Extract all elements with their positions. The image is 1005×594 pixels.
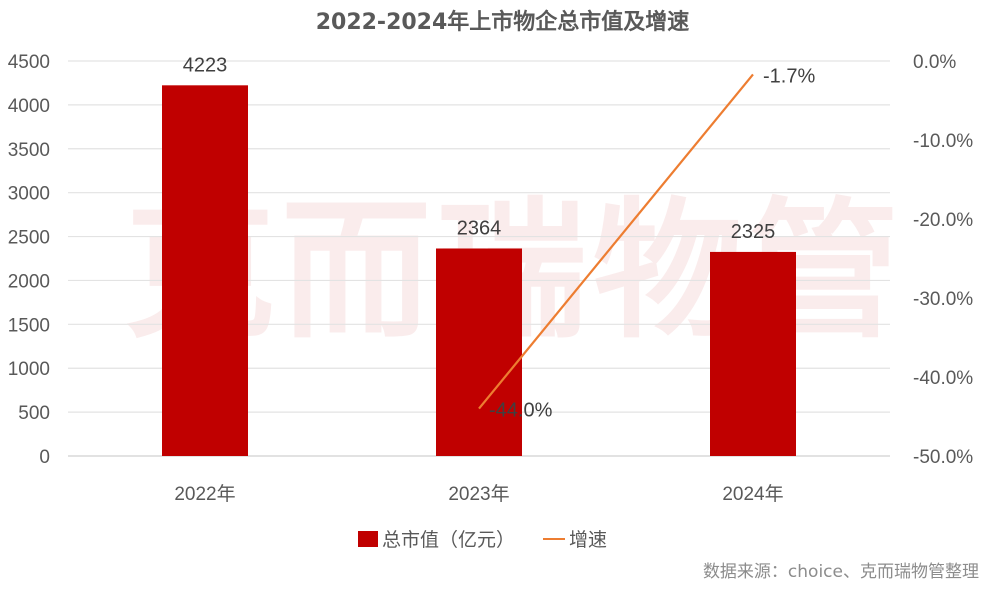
legend-item-bar[interactable]: 总市值（亿元） [358, 525, 515, 552]
x-axis-label: 2022年 [174, 483, 235, 505]
right-axis-tick: -10.0% [913, 131, 973, 152]
left-axis-tick: 3500 [8, 140, 50, 161]
right-axis-tick: -50.0% [913, 447, 973, 468]
line-series: -44.0% -1.7% [478, 65, 815, 422]
source-note: 数据来源：choice、克而瑞物管整理 [702, 562, 979, 582]
legend: 总市值（亿元） 增速 [358, 525, 635, 552]
right-axis-tick: -40.0% [913, 368, 973, 389]
left-axis-tick: 3000 [8, 184, 50, 205]
legend-item-line[interactable]: 增速 [543, 525, 607, 552]
bar-value-label: 4223 [183, 54, 228, 76]
left-axis-tick: 2000 [8, 271, 50, 292]
left-axis-tick: 4000 [8, 96, 50, 117]
left-axis-tick: 0 [39, 447, 50, 468]
right-axis-ticks: 0.0% -10.0% -20.0% -30.0% -40.0% -50.0% [913, 52, 973, 468]
bar-data-labels: 4223 2364 2325 [183, 54, 776, 243]
line-value-label: -1.7% [763, 65, 815, 87]
legend-bar-label: 总市值（亿元） [382, 529, 516, 551]
left-axis-tick: 500 [18, 403, 50, 424]
line-swatch-icon [543, 537, 566, 540]
bar-value-label: 2325 [731, 221, 776, 243]
chart-title: 2022-2024年上市物企总市值及增速 [315, 10, 690, 35]
growth-line[interactable] [478, 73, 754, 410]
bar[interactable] [436, 248, 522, 456]
x-axis-label: 2023年 [448, 483, 509, 505]
x-axis-label: 2024年 [722, 483, 783, 505]
x-axis-labels: 2022年 2023年 2024年 [174, 483, 783, 505]
left-axis-tick: 2500 [8, 228, 50, 249]
legend-line-label: 增速 [569, 529, 608, 551]
line-value-label: -44.0% [489, 400, 553, 422]
right-axis-tick: -30.0% [913, 289, 973, 310]
right-axis-tick: 0.0% [913, 52, 956, 73]
bar[interactable] [162, 85, 248, 456]
left-axis-ticks: 4500 4000 3500 3000 2500 2000 1500 1000 500 0 [8, 52, 50, 468]
left-axis-tick: 1500 [8, 315, 50, 336]
bar-value-label: 2364 [457, 217, 502, 239]
left-axis-tick: 4500 [8, 52, 50, 73]
bar-series [162, 85, 796, 456]
bar[interactable] [710, 251, 796, 456]
left-axis-tick: 1000 [8, 359, 50, 380]
right-axis-tick: -20.0% [913, 210, 973, 231]
bar-swatch-icon [358, 530, 378, 547]
